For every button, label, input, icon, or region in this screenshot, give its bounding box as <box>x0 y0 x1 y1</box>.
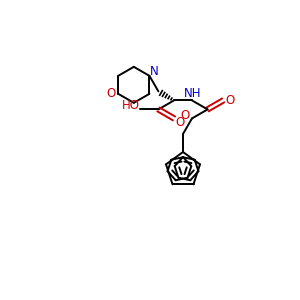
Text: N: N <box>150 65 159 78</box>
Text: HO: HO <box>122 99 140 112</box>
Text: O: O <box>176 116 184 129</box>
Text: O: O <box>106 87 116 100</box>
Text: NH: NH <box>184 87 202 100</box>
Text: O: O <box>226 94 235 107</box>
Text: O: O <box>180 109 190 122</box>
